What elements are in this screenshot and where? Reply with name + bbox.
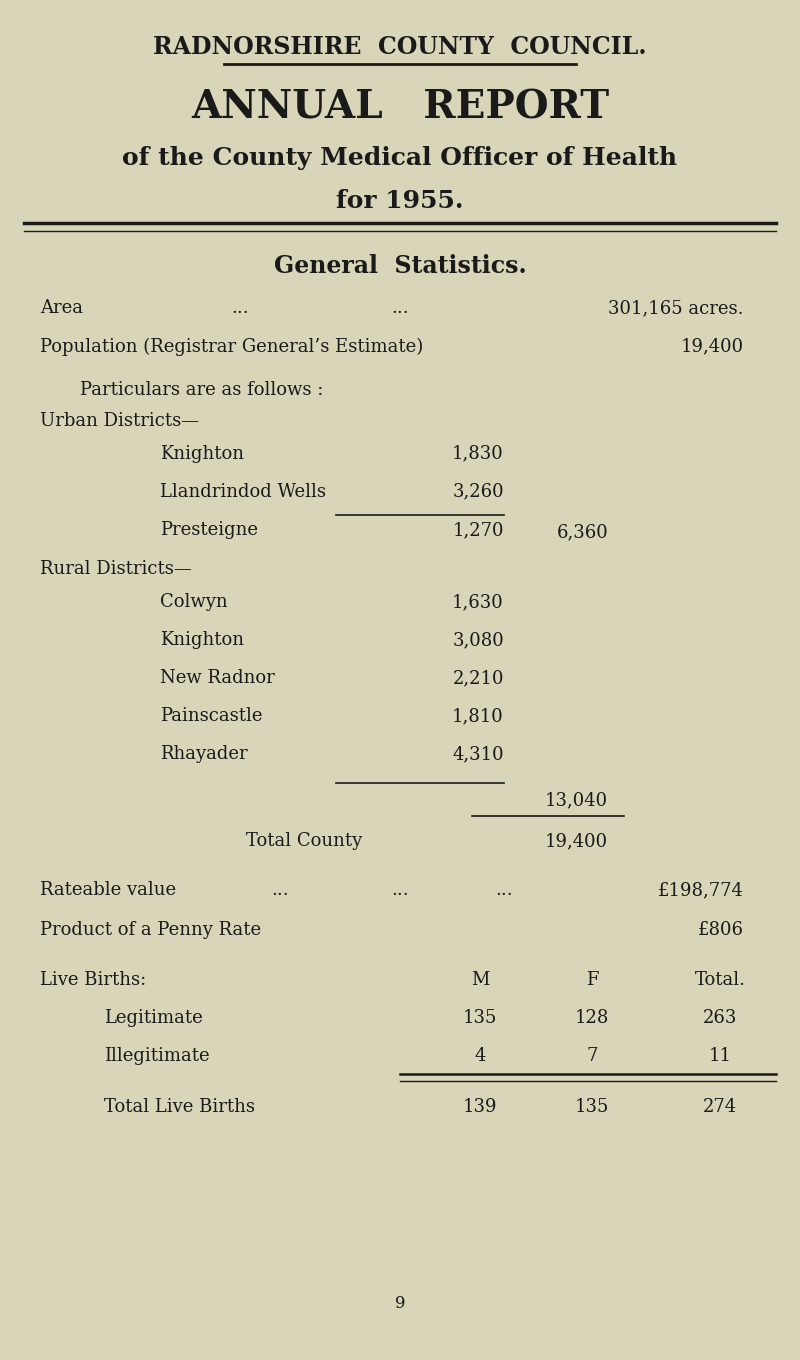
Text: M: M: [471, 971, 489, 989]
Text: New Radnor: New Radnor: [160, 669, 274, 687]
Text: 3,080: 3,080: [452, 631, 504, 649]
Text: ...: ...: [231, 299, 249, 317]
Text: General  Statistics.: General Statistics.: [274, 254, 526, 279]
Text: Legitimate: Legitimate: [104, 1009, 202, 1027]
Text: Product of a Penny Rate: Product of a Penny Rate: [40, 921, 261, 938]
Text: 128: 128: [575, 1009, 609, 1027]
Text: 301,165 acres.: 301,165 acres.: [609, 299, 744, 317]
Text: 4,310: 4,310: [452, 745, 504, 763]
Text: 6,360: 6,360: [556, 524, 608, 541]
Text: 1,270: 1,270: [453, 521, 504, 539]
Text: RADNORSHIRE  COUNTY  COUNCIL.: RADNORSHIRE COUNTY COUNCIL.: [154, 35, 646, 60]
Text: 1,630: 1,630: [452, 593, 504, 611]
Text: 1,810: 1,810: [452, 707, 504, 725]
Text: £806: £806: [698, 921, 744, 938]
Text: Particulars are as follows :: Particulars are as follows :: [80, 381, 323, 398]
Text: Urban Districts—: Urban Districts—: [40, 412, 199, 430]
Text: Knighton: Knighton: [160, 631, 244, 649]
Text: Population (Registrar General’s Estimate): Population (Registrar General’s Estimate…: [40, 337, 423, 355]
Text: for 1955.: for 1955.: [336, 189, 464, 214]
Text: 7: 7: [586, 1047, 598, 1065]
Text: ...: ...: [391, 299, 409, 317]
Text: Area: Area: [40, 299, 83, 317]
Text: 1,830: 1,830: [452, 445, 504, 462]
Text: Rhayader: Rhayader: [160, 745, 248, 763]
Text: 3,260: 3,260: [452, 483, 504, 500]
Text: ANNUAL   REPORT: ANNUAL REPORT: [191, 88, 609, 126]
Text: 4: 4: [474, 1047, 486, 1065]
Text: F: F: [586, 971, 598, 989]
Text: Total Live Births: Total Live Births: [104, 1098, 255, 1115]
Text: ...: ...: [271, 881, 289, 899]
Text: 9: 9: [394, 1295, 406, 1311]
Text: Rural Districts—: Rural Districts—: [40, 560, 192, 578]
Text: 13,040: 13,040: [545, 792, 608, 809]
Text: ...: ...: [495, 881, 513, 899]
Text: Llandrindod Wells: Llandrindod Wells: [160, 483, 326, 500]
Text: Illegitimate: Illegitimate: [104, 1047, 210, 1065]
Text: 274: 274: [703, 1098, 737, 1115]
Text: 135: 135: [575, 1098, 609, 1115]
Text: 2,210: 2,210: [453, 669, 504, 687]
Text: £198,774: £198,774: [658, 881, 744, 899]
Text: Total County: Total County: [246, 832, 362, 850]
Text: of the County Medical Officer of Health: of the County Medical Officer of Health: [122, 146, 678, 170]
Text: Live Births:: Live Births:: [40, 971, 146, 989]
Text: 19,400: 19,400: [545, 832, 608, 850]
Text: 135: 135: [463, 1009, 497, 1027]
Text: 139: 139: [462, 1098, 498, 1115]
Text: 263: 263: [703, 1009, 737, 1027]
Text: ...: ...: [391, 881, 409, 899]
Text: Total.: Total.: [694, 971, 746, 989]
Text: Colwyn: Colwyn: [160, 593, 228, 611]
Text: 11: 11: [709, 1047, 731, 1065]
Text: Knighton: Knighton: [160, 445, 244, 462]
Text: Rateable value: Rateable value: [40, 881, 176, 899]
Text: Painscastle: Painscastle: [160, 707, 262, 725]
Text: 19,400: 19,400: [681, 337, 744, 355]
Text: Presteigne: Presteigne: [160, 521, 258, 539]
